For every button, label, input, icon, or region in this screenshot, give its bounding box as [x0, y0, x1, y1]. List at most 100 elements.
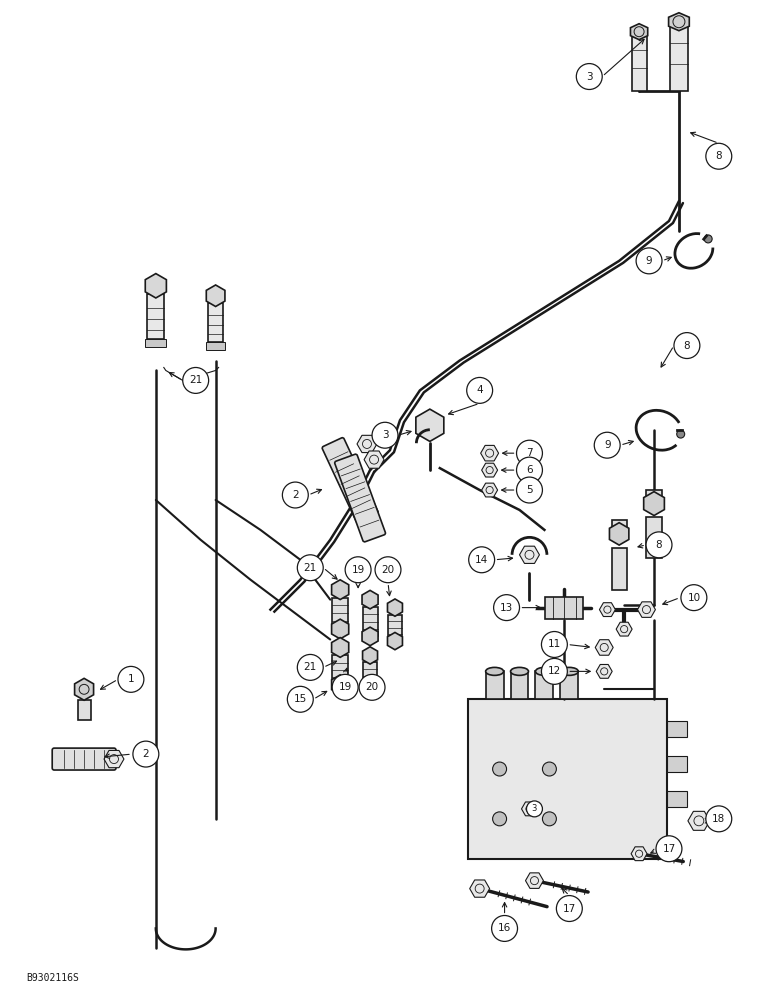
Polygon shape	[75, 678, 93, 700]
Circle shape	[516, 477, 543, 503]
Polygon shape	[526, 873, 543, 888]
Circle shape	[283, 482, 308, 508]
Text: 12: 12	[548, 666, 561, 676]
Text: 6: 6	[527, 465, 533, 475]
Bar	[546, 597, 584, 619]
Circle shape	[557, 896, 582, 921]
Circle shape	[594, 432, 620, 458]
Bar	[78, 700, 90, 720]
Polygon shape	[363, 680, 378, 698]
Polygon shape	[644, 492, 665, 516]
Text: 7: 7	[527, 448, 533, 458]
Bar	[611, 520, 627, 534]
Circle shape	[493, 595, 520, 621]
Text: 2: 2	[292, 490, 299, 500]
Polygon shape	[522, 802, 537, 816]
Circle shape	[543, 812, 557, 826]
Polygon shape	[688, 811, 709, 830]
Text: 20: 20	[381, 565, 394, 575]
Circle shape	[297, 555, 323, 581]
Text: 19: 19	[339, 682, 352, 692]
Polygon shape	[364, 451, 384, 468]
Bar	[560, 671, 578, 699]
Text: 3: 3	[586, 72, 593, 82]
Text: 3: 3	[381, 430, 388, 440]
Polygon shape	[206, 285, 225, 306]
Text: 9: 9	[645, 256, 652, 266]
Polygon shape	[596, 664, 612, 678]
Ellipse shape	[486, 667, 503, 675]
Polygon shape	[520, 546, 540, 563]
Polygon shape	[362, 627, 378, 646]
Ellipse shape	[536, 667, 554, 675]
Circle shape	[375, 557, 401, 583]
Text: 8: 8	[716, 151, 722, 161]
Circle shape	[516, 457, 543, 483]
Bar	[206, 342, 225, 350]
Polygon shape	[388, 632, 402, 650]
Bar	[510, 671, 529, 699]
Text: 14: 14	[475, 555, 488, 565]
Polygon shape	[595, 640, 613, 655]
Bar	[147, 294, 164, 339]
Circle shape	[541, 658, 567, 684]
Text: 17: 17	[563, 904, 576, 914]
Bar	[468, 699, 667, 859]
Bar	[611, 548, 627, 590]
Circle shape	[372, 422, 398, 448]
Polygon shape	[332, 580, 349, 600]
Bar	[631, 32, 647, 91]
Circle shape	[516, 440, 543, 466]
Polygon shape	[609, 523, 629, 545]
Bar	[670, 22, 688, 91]
Circle shape	[543, 762, 557, 776]
Circle shape	[133, 741, 159, 767]
Bar	[208, 303, 223, 342]
Circle shape	[467, 377, 493, 403]
Text: 17: 17	[662, 844, 676, 854]
FancyBboxPatch shape	[335, 454, 385, 542]
Circle shape	[706, 143, 732, 169]
Bar	[667, 791, 687, 807]
Text: 5: 5	[527, 485, 533, 495]
Polygon shape	[631, 847, 647, 861]
Polygon shape	[599, 603, 615, 617]
Circle shape	[636, 248, 662, 274]
Bar	[667, 756, 687, 772]
Polygon shape	[669, 13, 689, 31]
FancyBboxPatch shape	[52, 748, 116, 770]
Polygon shape	[469, 880, 489, 897]
Circle shape	[492, 915, 517, 941]
Polygon shape	[416, 409, 444, 441]
Polygon shape	[638, 602, 655, 617]
Bar	[363, 662, 377, 689]
Circle shape	[359, 674, 385, 700]
Circle shape	[577, 64, 602, 89]
Text: 9: 9	[604, 440, 611, 450]
Circle shape	[469, 547, 495, 573]
Circle shape	[493, 762, 506, 776]
Bar	[363, 607, 378, 636]
Text: 21: 21	[189, 375, 202, 385]
Circle shape	[677, 430, 685, 438]
Text: 10: 10	[687, 593, 700, 603]
Circle shape	[493, 812, 506, 826]
Text: 19: 19	[351, 565, 364, 575]
Circle shape	[541, 632, 567, 657]
Circle shape	[646, 532, 672, 558]
Bar	[667, 721, 687, 737]
Text: 18: 18	[713, 814, 726, 824]
Circle shape	[681, 585, 707, 611]
Circle shape	[345, 557, 371, 583]
Bar	[332, 655, 348, 685]
Polygon shape	[332, 619, 349, 639]
Circle shape	[332, 674, 358, 700]
Circle shape	[118, 666, 144, 692]
Polygon shape	[332, 675, 349, 695]
Polygon shape	[631, 24, 648, 40]
Circle shape	[183, 367, 208, 393]
Text: 16: 16	[498, 923, 511, 933]
Polygon shape	[482, 483, 498, 497]
Bar	[388, 615, 402, 641]
Text: 21: 21	[303, 662, 317, 672]
